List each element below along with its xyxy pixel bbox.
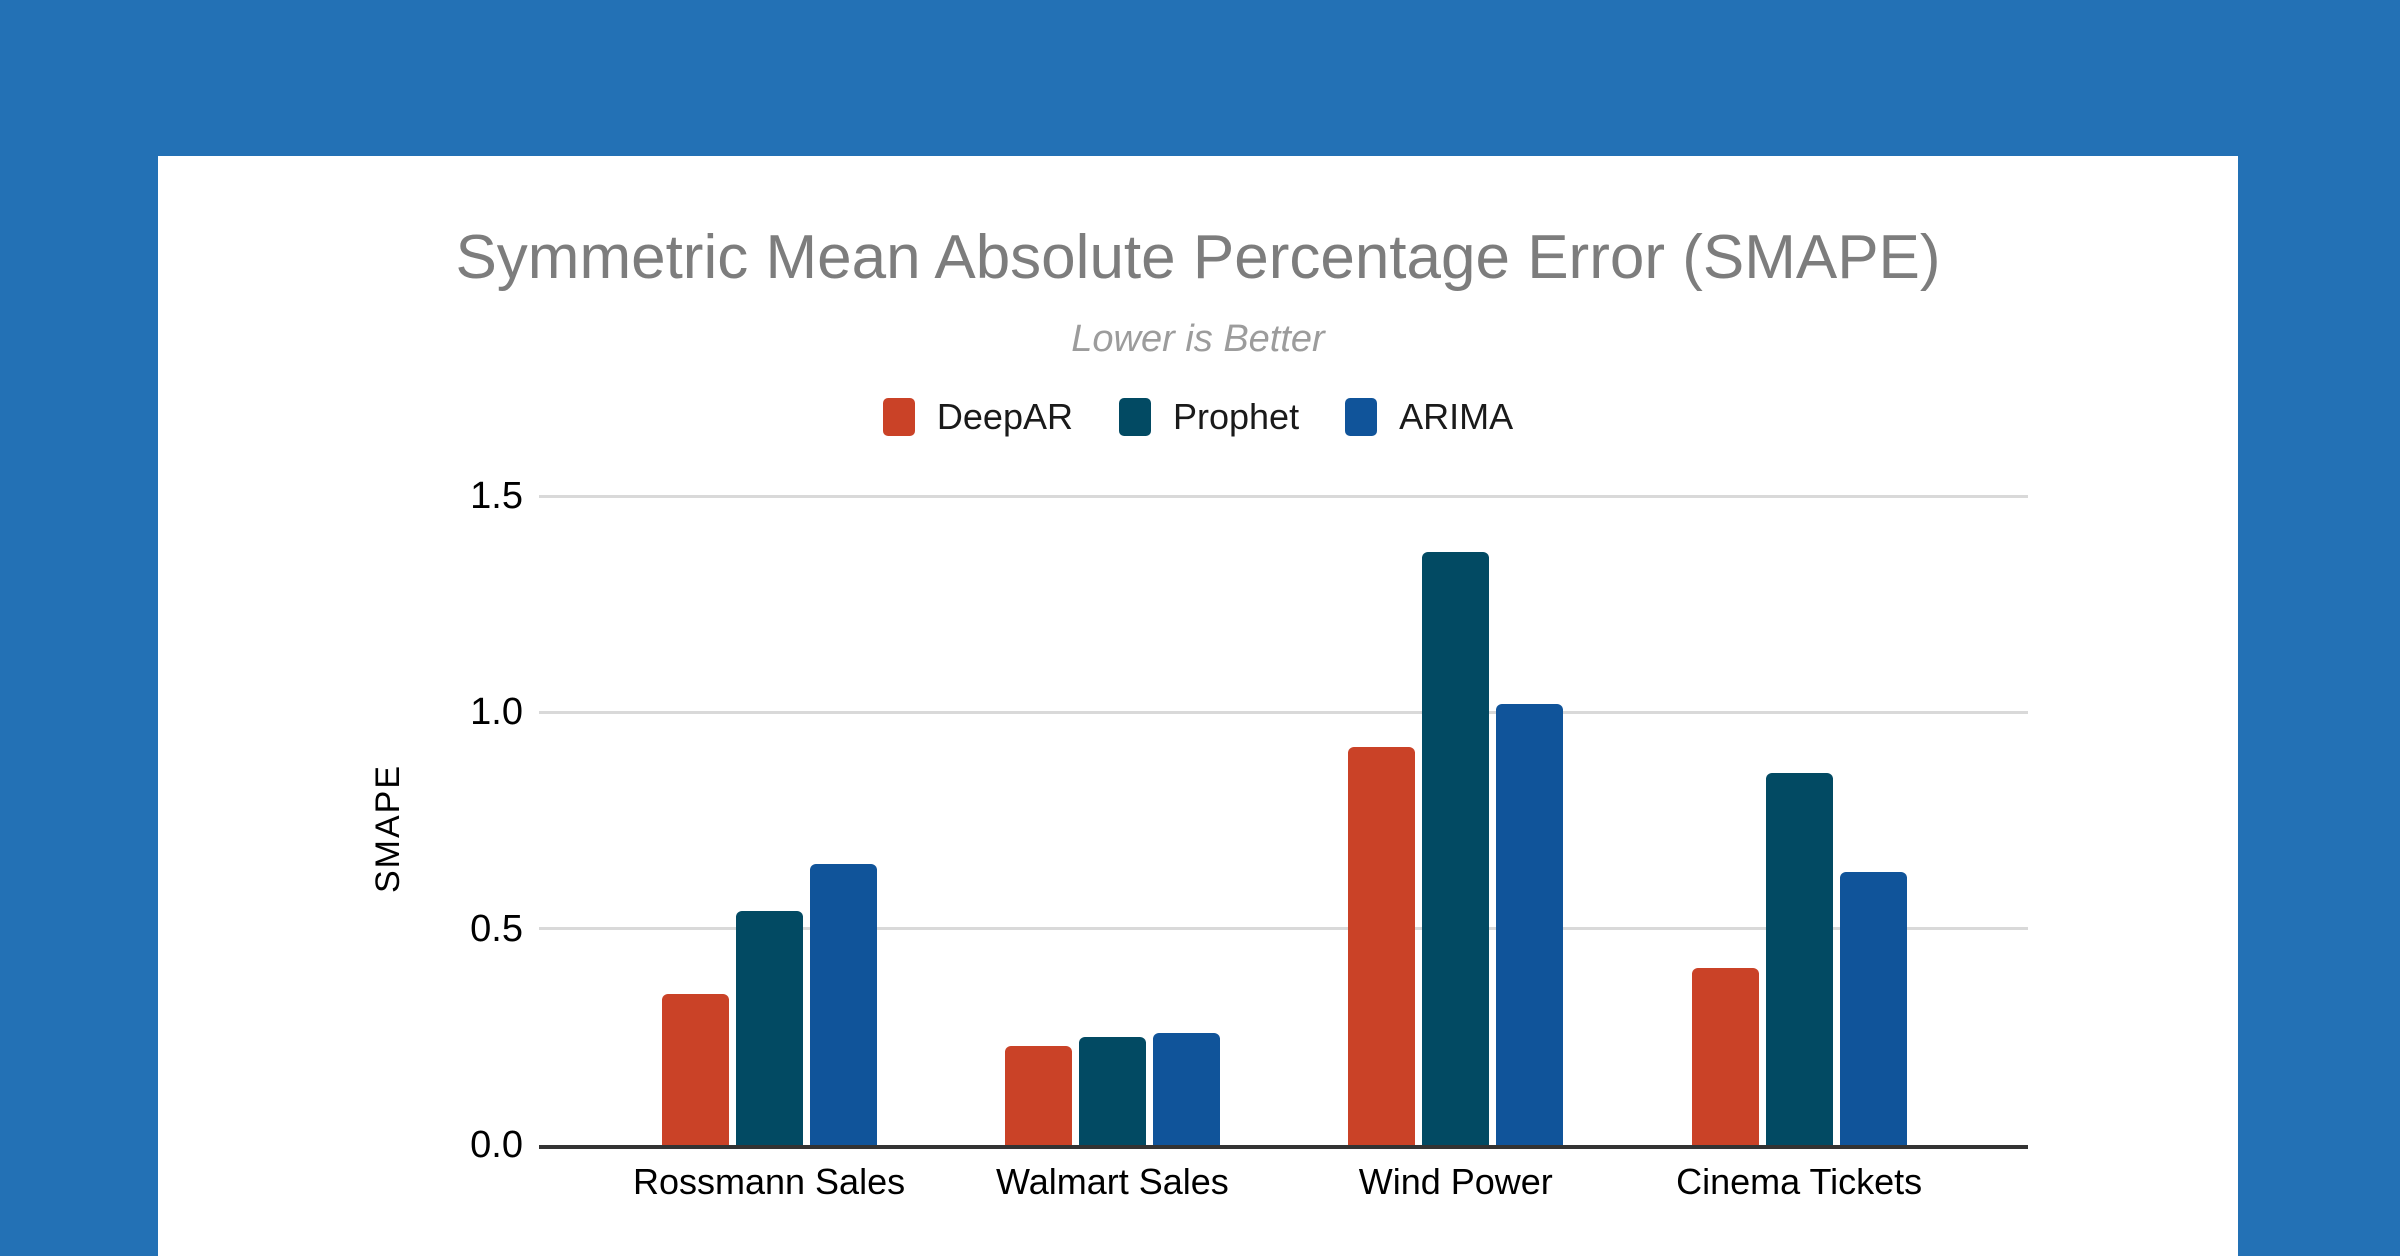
- bar-arima-2: [1496, 703, 1564, 1145]
- x-category-label: Wind Power: [1358, 1161, 1553, 1202]
- x-category-label: Walmart Sales: [996, 1161, 1229, 1202]
- legend-item-arima: ARIMA: [1345, 396, 1513, 438]
- y-tick-label: 1.0: [470, 691, 523, 734]
- legend-item-deepar: DeepAR: [882, 396, 1073, 438]
- legend-swatch-arima: [1345, 398, 1378, 436]
- bar-deepar-0: [661, 993, 729, 1145]
- bar-deepar-1: [1004, 1045, 1072, 1145]
- bar-deepar-3: [1691, 967, 1759, 1145]
- legend-item-prophet: Prophet: [1118, 396, 1300, 438]
- x-category-label: Cinema Tickets: [1676, 1161, 1923, 1202]
- plot-area: [539, 494, 2028, 1149]
- chart-legend: DeepAR Prophet ARIMA: [158, 396, 2238, 438]
- chart-title: Symmetric Mean Absolute Percentage Error…: [455, 223, 1941, 292]
- legend-swatch-prophet: [1118, 398, 1151, 436]
- gridline: [539, 494, 2028, 498]
- bar-prophet-2: [1422, 552, 1490, 1145]
- y-tick-label: 0.5: [470, 907, 523, 950]
- legend-label-prophet: Prophet: [1172, 396, 1300, 437]
- bar-arima-0: [809, 863, 877, 1145]
- gridline: [539, 710, 2028, 714]
- chart-subtitle: Lower is Better: [1071, 318, 1325, 360]
- y-axis-title-text: SMAPE: [369, 763, 408, 893]
- legend-swatch-deepar: [882, 398, 915, 436]
- bar-deepar-2: [1348, 746, 1416, 1145]
- chart-card: Symmetric Mean Absolute Percentage Error…: [158, 156, 2238, 1256]
- bar-arima-3: [1839, 872, 1907, 1145]
- legend-label-arima: ARIMA: [1399, 396, 1514, 437]
- bar-prophet-1: [1078, 1036, 1146, 1145]
- gridline: [539, 927, 2028, 931]
- bar-prophet-3: [1765, 772, 1833, 1145]
- bar-prophet-0: [735, 911, 803, 1145]
- y-tick-label: 0.0: [470, 1124, 523, 1166]
- y-tick-label: 1.5: [470, 475, 523, 517]
- bar-arima-1: [1152, 1032, 1220, 1145]
- x-category-label: Rossmann Sales: [632, 1161, 906, 1202]
- legend-label-deepar: DeepAR: [936, 396, 1073, 437]
